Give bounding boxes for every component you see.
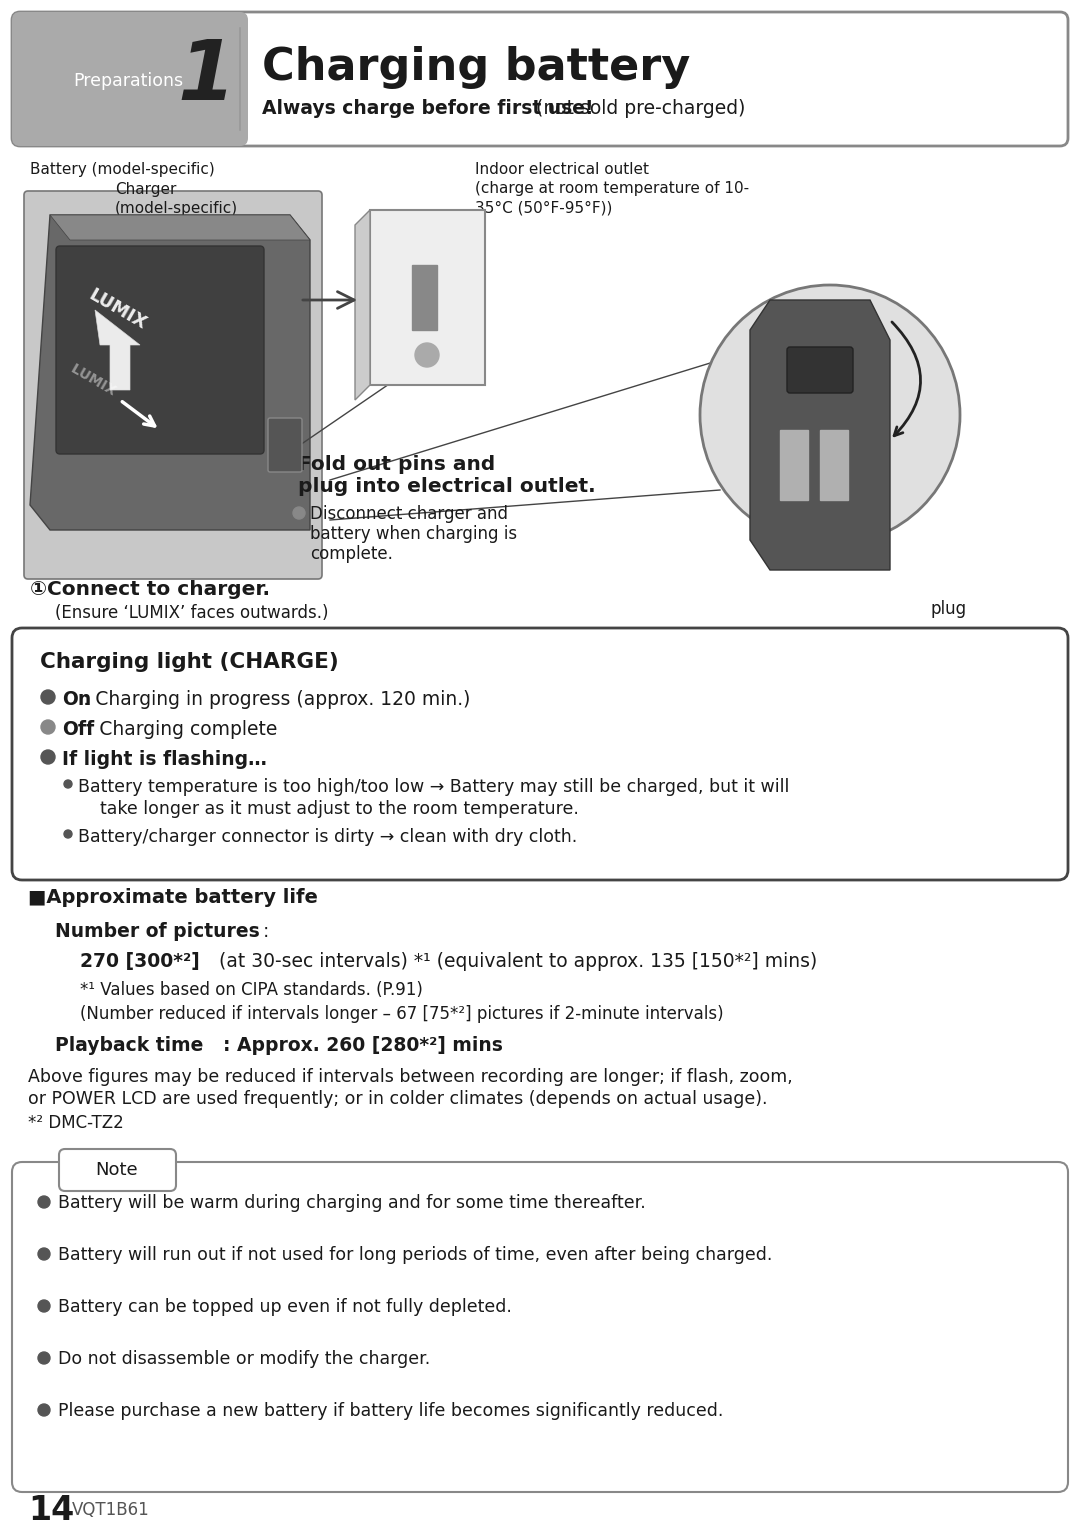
FancyBboxPatch shape [12,628,1068,880]
Text: Note: Note [96,1160,138,1179]
Circle shape [41,691,55,705]
Bar [820,430,848,500]
Text: Charger
(model-specific): Charger (model-specific) [114,183,238,215]
FancyBboxPatch shape [59,1150,176,1191]
Circle shape [38,1352,50,1365]
Circle shape [700,286,960,545]
FancyBboxPatch shape [268,418,302,471]
Text: Preparations: Preparations [73,72,184,91]
Text: *¹ Values based on CIPA standards. (P.91): *¹ Values based on CIPA standards. (P.91… [80,981,423,999]
Text: *² DMC-TZ2: *² DMC-TZ2 [28,1114,124,1131]
Text: (not sold pre-charged): (not sold pre-charged) [530,98,745,118]
Text: 270 [300*²]: 270 [300*²] [80,952,200,972]
Text: Number of pictures: Number of pictures [55,923,260,941]
Text: (Ensure ‘LUMIX’ faces outwards.): (Ensure ‘LUMIX’ faces outwards.) [55,603,328,622]
FancyBboxPatch shape [24,190,322,579]
Text: LUM⁠I⁠X: LUM⁠I⁠X [68,362,118,399]
Circle shape [38,1196,50,1208]
FancyBboxPatch shape [787,347,853,393]
Text: Battery (model-specific): Battery (model-specific) [30,163,215,177]
Bar [780,430,808,500]
Text: (Number reduced if intervals longer – 67 [75*²] pictures if 2-minute intervals): (Number reduced if intervals longer – 67… [80,1005,724,1022]
Text: battery when charging is: battery when charging is [310,525,517,543]
Polygon shape [30,215,310,530]
Text: (at 30-sec intervals) *¹ (equivalent to approx. 135 [150*²] mins): (at 30-sec intervals) *¹ (equivalent to … [213,952,818,972]
Circle shape [64,830,72,838]
Text: If light is flashing…: If light is flashing… [62,751,267,769]
Bar [411,266,437,330]
Text: Do not disassemble or modify the charger.: Do not disassemble or modify the charger… [58,1349,430,1368]
Text: 1: 1 [177,37,235,117]
Text: Please purchase a new battery if battery life becomes significantly reduced.: Please purchase a new battery if battery… [58,1401,724,1420]
Text: Above figures may be reduced if intervals between recording are longer; if flash: Above figures may be reduced if interval… [28,1068,793,1085]
Text: : Charging in progress (approx. 120 min.): : Charging in progress (approx. 120 min.… [83,691,471,709]
Text: ①Connect to charger.: ①Connect to charger. [30,580,270,599]
Polygon shape [95,310,140,390]
Polygon shape [370,210,485,385]
FancyBboxPatch shape [12,1162,1068,1492]
Text: Fold out pins and: Fold out pins and [298,454,496,474]
Circle shape [293,507,305,519]
Text: Battery temperature is too high/too low → Battery may still be charged, but it w: Battery temperature is too high/too low … [78,778,789,797]
Circle shape [38,1248,50,1260]
Text: Charging light (CHARGE): Charging light (CHARGE) [40,652,339,672]
FancyBboxPatch shape [12,12,1068,146]
Text: Disconnect charger and: Disconnect charger and [310,505,508,523]
Text: Indoor electrical outlet
(charge at room temperature of 10-
35°C (50°F-95°F)): Indoor electrical outlet (charge at room… [475,163,750,215]
Polygon shape [750,299,890,569]
Text: On: On [62,691,91,709]
Polygon shape [50,215,310,239]
Text: plug: plug [930,600,967,619]
Text: Battery/charger connector is dirty → clean with dry cloth.: Battery/charger connector is dirty → cle… [78,827,577,846]
Text: ③: ③ [280,454,297,474]
FancyBboxPatch shape [56,246,264,454]
Circle shape [415,342,438,367]
Text: :: : [264,923,269,941]
Circle shape [38,1405,50,1415]
Circle shape [41,751,55,764]
Text: LUMIX: LUMIX [85,287,149,333]
Circle shape [64,780,72,787]
Text: plug into electrical outlet.: plug into electrical outlet. [298,477,596,496]
Text: Battery will run out if not used for long periods of time, even after being char: Battery will run out if not used for lon… [58,1246,772,1263]
Text: Playback time: Playback time [55,1036,203,1055]
Text: : Approx. 260 [280*²] mins: : Approx. 260 [280*²] mins [222,1036,503,1055]
Circle shape [41,720,55,734]
Text: ■Approximate battery life: ■Approximate battery life [28,889,318,907]
Text: 14: 14 [28,1494,75,1526]
Text: Always charge before first use!: Always charge before first use! [262,98,594,118]
FancyBboxPatch shape [12,12,248,146]
Text: complete.: complete. [310,545,393,563]
Text: Charging battery: Charging battery [262,46,690,89]
Text: VQT1B61: VQT1B61 [72,1501,150,1520]
Text: : Charging complete: : Charging complete [87,720,278,738]
Circle shape [38,1300,50,1312]
Text: take longer as it must adjust to the room temperature.: take longer as it must adjust to the roo… [78,800,579,818]
Text: Battery will be warm during charging and for some time thereafter.: Battery will be warm during charging and… [58,1194,646,1213]
Bar [225,21,245,137]
Text: or POWER LCD are used frequently; or in colder climates (depends on actual usage: or POWER LCD are used frequently; or in … [28,1090,768,1108]
Text: Off: Off [62,720,94,738]
Polygon shape [355,210,370,401]
Text: Battery can be topped up even if not fully depleted.: Battery can be topped up even if not ful… [58,1299,512,1315]
